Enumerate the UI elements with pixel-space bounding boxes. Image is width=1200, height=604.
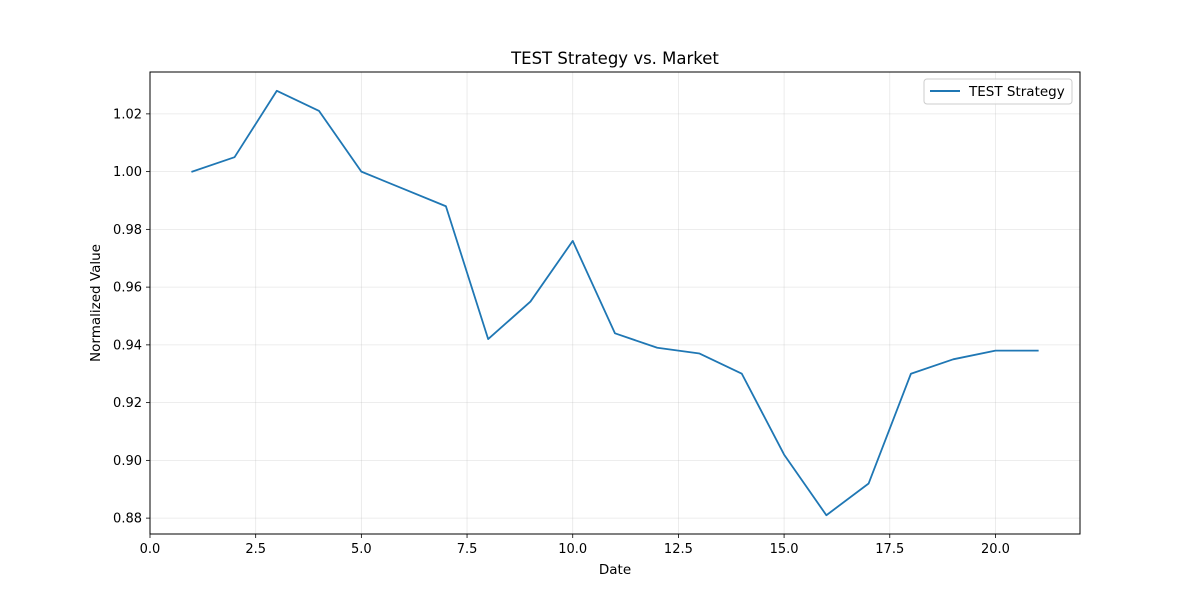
x-tick-label: 17.5 [875, 542, 904, 557]
x-tick-label: 15.0 [770, 542, 799, 557]
x-tick-label: 2.5 [245, 542, 266, 557]
plot-frame [149, 71, 1081, 535]
x-tick-label: 12.5 [664, 542, 693, 557]
x-tick-label: 7.5 [457, 542, 478, 557]
y-tick-label: 0.96 [113, 281, 142, 296]
y-tick-label: 0.92 [113, 396, 142, 411]
y-tick-label: 1.02 [113, 107, 142, 122]
x-tick-label: 10.0 [558, 542, 587, 557]
y-tick-label: 1.00 [113, 165, 142, 180]
y-tick-label: 0.98 [113, 223, 142, 238]
legend: TEST Strategy [923, 78, 1073, 105]
chart-title: TEST Strategy vs. Market [510, 49, 719, 68]
y-tick-label: 0.90 [113, 454, 142, 469]
x-tick-label: 20.0 [981, 542, 1010, 557]
series-layer [191, 89, 1039, 517]
x-tick-label: 0.0 [140, 542, 161, 557]
x-axis-title: Date [599, 562, 631, 578]
legend-box [923, 78, 1073, 105]
y-axis-title: Normalized Value [88, 244, 104, 362]
y-axis: 0.88 0.90 0.92 0.94 0.96 0.98 1.00 1.02 [113, 107, 150, 527]
grid [149, 72, 1080, 534]
x-axis: 0.0 2.5 5.0 7.5 10.0 12.5 15.0 17.5 20.0 [140, 534, 1010, 557]
x-tick-label: 5.0 [351, 542, 372, 557]
legend-label: TEST Strategy [968, 84, 1065, 100]
series-line [191, 89, 1039, 517]
y-tick-label: 0.88 [113, 512, 142, 527]
y-tick-label: 0.94 [113, 338, 142, 353]
